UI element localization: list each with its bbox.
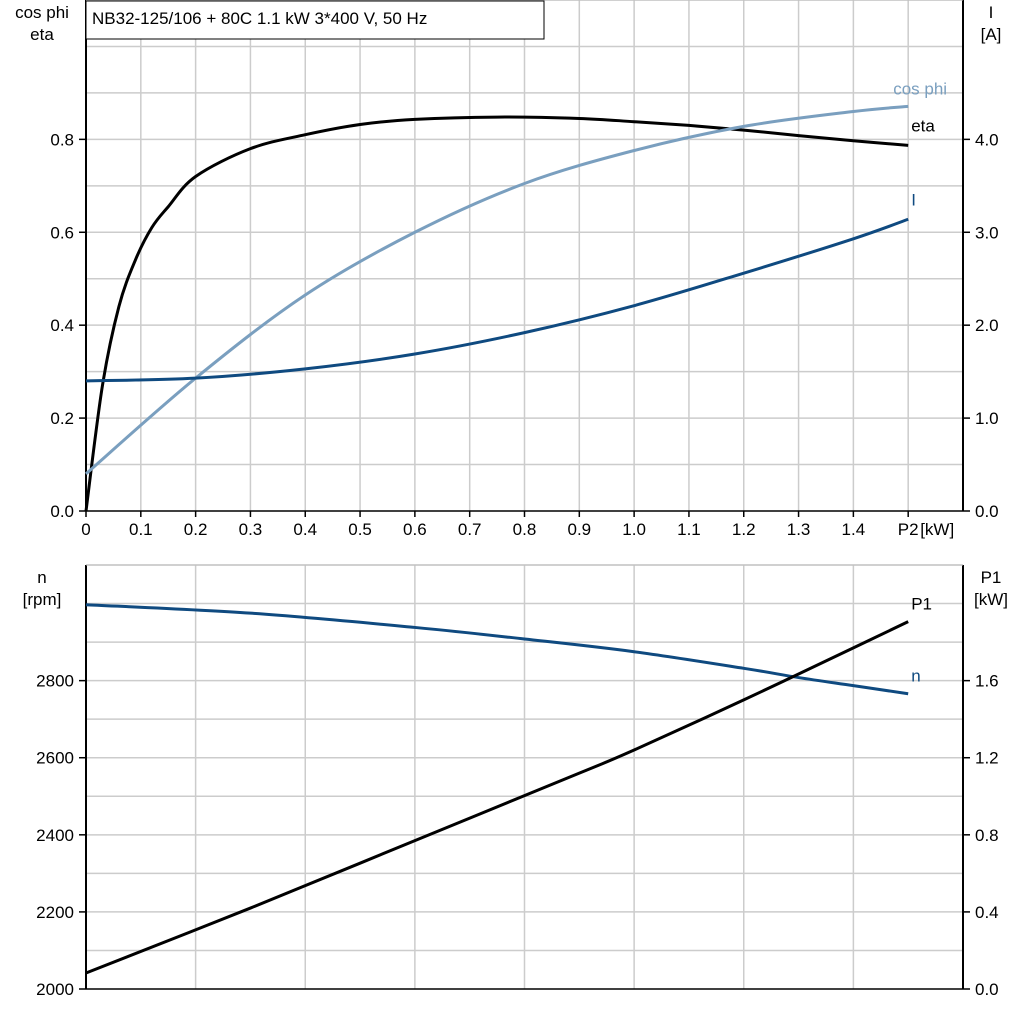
left-axis-label: [rpm] — [23, 590, 62, 609]
left-tick-label: 2400 — [36, 826, 74, 845]
right-tick-label: 2.0 — [975, 316, 999, 335]
x-tick-label: 0.4 — [293, 520, 317, 539]
top-chart: 0.0 0.2 0.4 0.6 0.8 0.0 1.0 2.0 3.0 4.0 cos phi eta… — [15, 0, 1001, 539]
left-tick-label: 0.6 — [50, 223, 74, 242]
left-tick-label: 0.2 — [50, 409, 74, 428]
x-tick-label: 0.9 — [567, 520, 591, 539]
left-axis-label: n — [37, 568, 46, 587]
right-axis-label: [kW] — [974, 590, 1008, 609]
x-tick-label: 0.7 — [458, 520, 482, 539]
series-line-P1 — [85, 620, 909, 975]
left-tick-label: 2000 — [36, 980, 74, 999]
series-label-eta: eta — [911, 116, 935, 135]
x-tick-label: 1.3 — [787, 520, 811, 539]
left-tick-label: 0.8 — [50, 130, 74, 149]
x-axis-unit: [kW] — [920, 520, 954, 539]
series-line-eta — [84, 115, 909, 512]
left-tick-label: 2800 — [36, 672, 74, 691]
x-tick-label: 1.2 — [732, 520, 756, 539]
series-line-n — [85, 603, 909, 696]
series-label-cos_phi: cos phi — [893, 79, 947, 98]
left-tick-label: 2600 — [36, 749, 74, 768]
x-tick-label: 0.8 — [513, 520, 537, 539]
x-tick-label: 1.4 — [842, 520, 866, 539]
chart-title: NB32-125/106 + 80C 1.1 kW 3*400 V, 50 Hz — [92, 9, 427, 28]
right-tick-label: 0.0 — [975, 502, 999, 521]
x-tick-label: P2 — [898, 520, 919, 539]
right-tick-label: 1.0 — [975, 409, 999, 428]
left-axis-label: eta — [30, 25, 54, 44]
left-tick-label: 2200 — [36, 903, 74, 922]
x-tick-label: 0 — [81, 520, 90, 539]
right-axis-label: P1 — [981, 568, 1002, 587]
right-axis-label: [A] — [981, 25, 1002, 44]
series-label-P1: P1 — [911, 595, 932, 614]
series-line-cos_phi — [85, 104, 909, 475]
series-line-I — [85, 217, 909, 383]
right-tick-label: 1.6 — [975, 672, 999, 691]
left-axis-label: cos phi — [15, 3, 69, 22]
x-tick-label: 1.1 — [677, 520, 701, 539]
series-label-I: I — [911, 190, 916, 209]
right-axis-label: I — [989, 3, 994, 22]
series-label-n: n — [911, 667, 920, 686]
right-tick-label: 0.8 — [975, 826, 999, 845]
left-tick-label: 0.0 — [50, 502, 74, 521]
x-tick-label: 0.6 — [403, 520, 427, 539]
title-box — [85, 0, 545, 40]
right-tick-label: 4.0 — [975, 130, 999, 149]
x-tick-label: 0.1 — [129, 520, 153, 539]
x-tick-label: 0.3 — [239, 520, 263, 539]
left-tick-label: 0.4 — [50, 316, 74, 335]
x-tick-label: 1.0 — [622, 520, 646, 539]
x-tick-label: 0.5 — [348, 520, 372, 539]
right-tick-label: 3.0 — [975, 223, 999, 242]
right-tick-label: 0.0 — [975, 980, 999, 999]
right-tick-label: 1.2 — [975, 749, 999, 768]
right-tick-label: 0.4 — [975, 903, 999, 922]
x-tick-label: 0.2 — [184, 520, 208, 539]
bottom-chart: 2000 2200 2400 2600 2800 0.0 0.4 0.8 1.2 1.6 n [rpm… — [23, 564, 1008, 999]
